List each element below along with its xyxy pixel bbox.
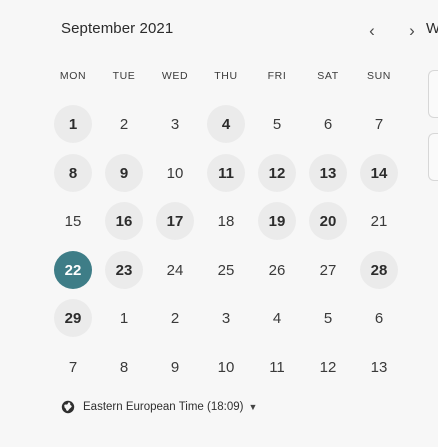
edge-label: W bbox=[426, 20, 438, 37]
day-cell: 8 bbox=[119, 358, 129, 376]
available-day[interactable]: 8 bbox=[54, 154, 92, 192]
day-cell: 5 bbox=[323, 309, 333, 327]
available-day[interactable]: 28 bbox=[360, 251, 398, 289]
day-cell: 6 bbox=[323, 115, 333, 133]
day-cell: 3 bbox=[221, 309, 231, 327]
day-cell: 3 bbox=[170, 115, 180, 133]
next-month-button[interactable]: › bbox=[400, 20, 424, 42]
globe-icon bbox=[61, 400, 75, 414]
selected-day[interactable]: 22 bbox=[54, 251, 92, 289]
day-cell: 25 bbox=[217, 261, 235, 279]
day-cell: 24 bbox=[166, 261, 184, 279]
available-day[interactable]: 12 bbox=[258, 154, 296, 192]
day-cell: 4 bbox=[272, 309, 282, 327]
available-day[interactable]: 14 bbox=[360, 154, 398, 192]
day-cell: 1 bbox=[119, 309, 129, 327]
available-day[interactable]: 29 bbox=[54, 299, 92, 337]
available-day[interactable]: 9 bbox=[105, 154, 143, 192]
day-cell: 27 bbox=[319, 261, 337, 279]
day-cell: 18 bbox=[217, 212, 235, 230]
timezone-label: Eastern European Time (18:09) bbox=[83, 401, 244, 413]
weekday-label: MON bbox=[59, 70, 87, 82]
day-cell: 6 bbox=[374, 309, 384, 327]
weekday-label: FRI bbox=[267, 70, 287, 82]
day-cell: 10 bbox=[166, 164, 184, 182]
day-cell: 11 bbox=[269, 358, 285, 376]
chevron-right-icon: › bbox=[409, 21, 415, 40]
available-day[interactable]: 20 bbox=[309, 202, 347, 240]
available-day[interactable]: 19 bbox=[258, 202, 296, 240]
prev-month-button[interactable]: ‹ bbox=[360, 20, 384, 42]
day-cell: 21 bbox=[370, 212, 388, 230]
month-title: September 2021 bbox=[61, 20, 174, 37]
time-slot-panel-edge[interactable] bbox=[428, 133, 438, 181]
available-day[interactable]: 13 bbox=[309, 154, 347, 192]
available-day[interactable]: 1 bbox=[54, 105, 92, 143]
day-cell: 7 bbox=[68, 358, 78, 376]
weekday-label: TUE bbox=[112, 70, 136, 82]
available-day[interactable]: 17 bbox=[156, 202, 194, 240]
available-day[interactable]: 4 bbox=[207, 105, 245, 143]
timezone-selector[interactable]: Eastern European Time (18:09) ▼ bbox=[61, 400, 257, 414]
day-cell: 5 bbox=[272, 115, 282, 133]
weekday-label: WED bbox=[161, 70, 189, 82]
day-cell: 13 bbox=[370, 358, 388, 376]
time-slot-panel-edge[interactable] bbox=[428, 70, 438, 118]
day-cell: 10 bbox=[217, 358, 235, 376]
day-cell: 7 bbox=[374, 115, 384, 133]
day-cell: 15 bbox=[64, 212, 82, 230]
available-day[interactable]: 23 bbox=[105, 251, 143, 289]
available-day[interactable]: 11 bbox=[207, 154, 245, 192]
day-cell: 2 bbox=[119, 115, 129, 133]
weekday-label: THU bbox=[214, 70, 238, 82]
chevron-left-icon: ‹ bbox=[369, 21, 375, 40]
day-cell: 9 bbox=[170, 358, 180, 376]
day-cell: 26 bbox=[268, 261, 286, 279]
caret-down-icon: ▼ bbox=[248, 402, 258, 412]
available-day[interactable]: 16 bbox=[105, 202, 143, 240]
day-cell: 2 bbox=[170, 309, 180, 327]
weekday-label: SUN bbox=[367, 70, 391, 82]
weekday-label: SAT bbox=[317, 70, 339, 82]
day-cell: 12 bbox=[319, 358, 337, 376]
